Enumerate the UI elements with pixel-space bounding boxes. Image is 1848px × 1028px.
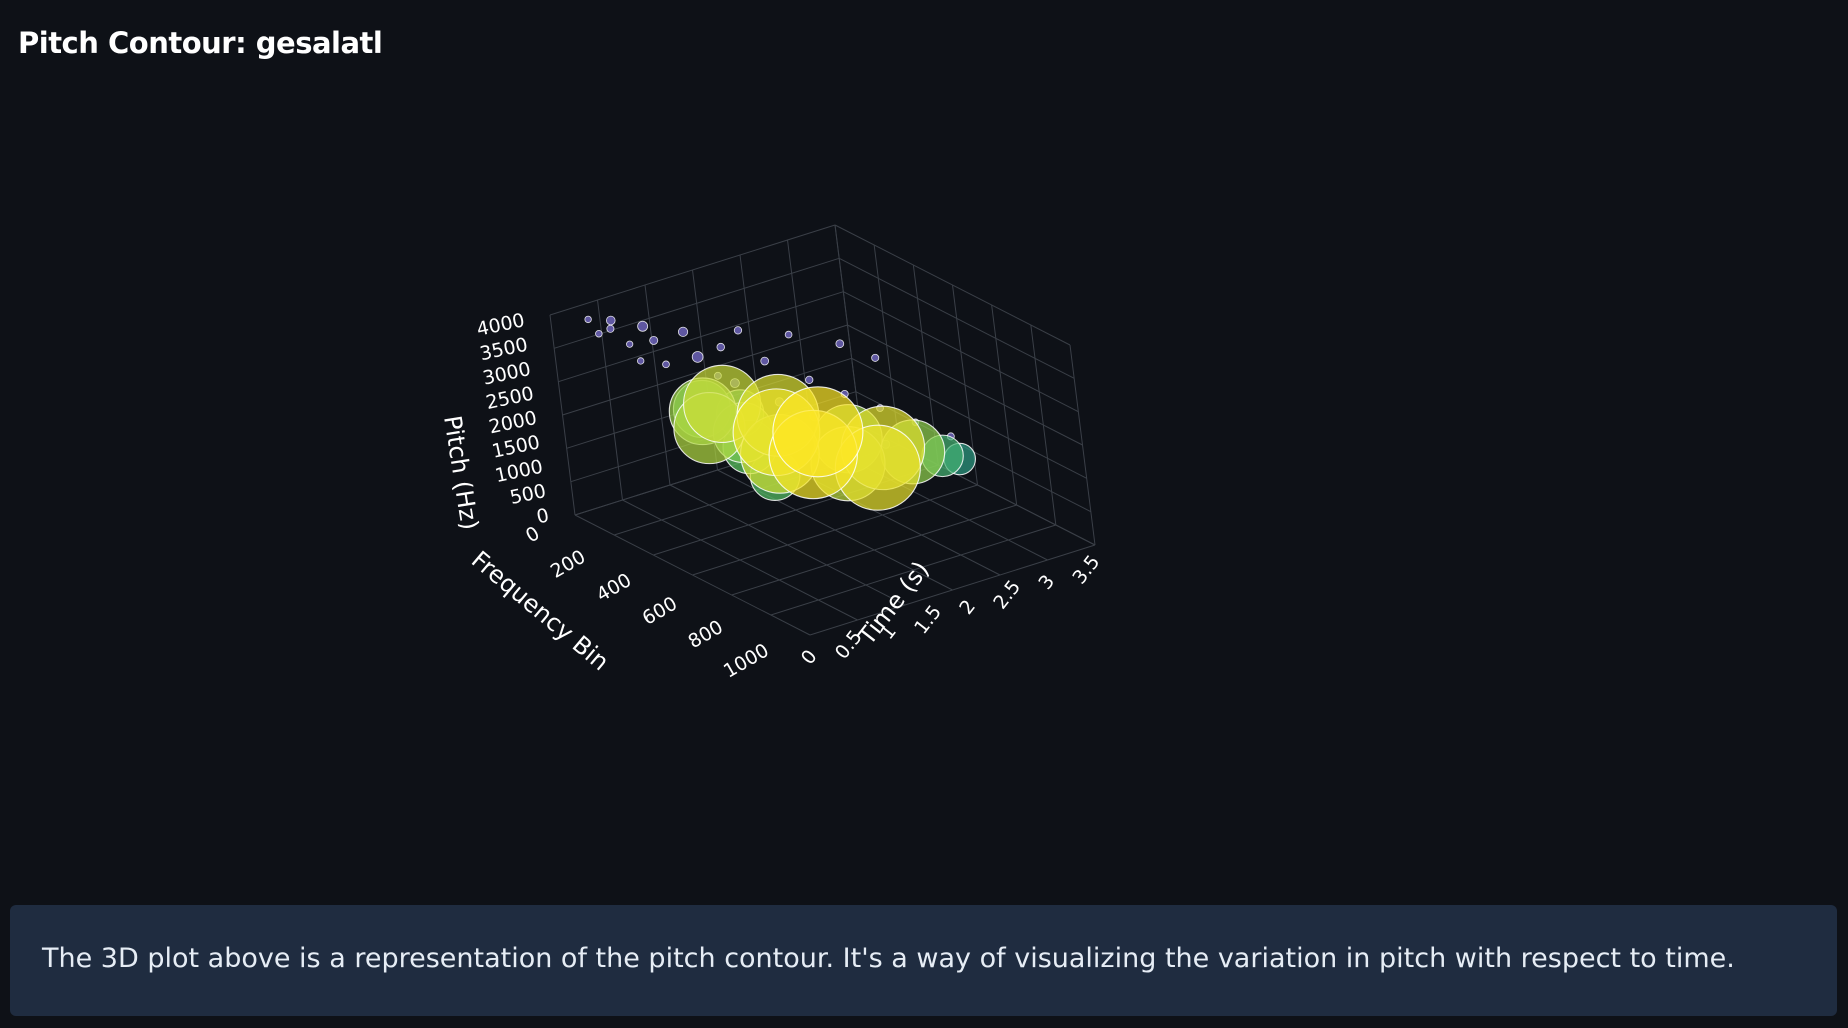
chart-container[interactable]: 0 200 400 600 800 1000 0 0.5 1 1.5 2 2.5 3 3.5 0 500 100… (0, 0, 1848, 900)
y-tick-label: 1.5 (910, 601, 946, 638)
data-point[interactable] (733, 326, 743, 335)
data-point[interactable] (772, 386, 864, 478)
data-point[interactable] (871, 353, 880, 362)
data-point[interactable] (637, 357, 645, 365)
y-tick-label: 2.5 (989, 576, 1025, 613)
grid-line-wall (834, 224, 1071, 346)
y-tick-label: 3 (1034, 571, 1059, 594)
data-point[interactable] (584, 315, 592, 324)
x-axis-label: Frequency Bin (466, 546, 614, 677)
x-tick-label: 1000 (720, 639, 773, 682)
data-point[interactable] (760, 356, 770, 366)
marker-layer (584, 315, 977, 511)
data-point[interactable] (637, 320, 649, 332)
data-point[interactable] (835, 339, 845, 349)
grid-line-floor (731, 504, 1017, 596)
grid-line-wall (1030, 324, 1057, 526)
grid-line-wall (843, 291, 1079, 413)
info-box: The 3D plot above is a representation of… (10, 905, 1837, 1016)
grid-line-floor (809, 544, 1096, 636)
x-tick-label: 200 (547, 546, 589, 583)
y-tick-label: 0 (797, 646, 822, 669)
data-point[interactable] (691, 351, 704, 363)
z-tick-label: 0 (535, 504, 551, 528)
info-text: The 3D plot above is a representation of… (42, 943, 1735, 974)
x-tick-label: 600 (639, 593, 681, 630)
y-tick-label: 3.5 (1068, 551, 1104, 588)
page-title: Pitch Contour: gesalatl (18, 26, 383, 60)
x-tick-label: 400 (593, 569, 635, 606)
x-tick-label: 800 (685, 616, 727, 653)
data-point[interactable] (677, 326, 689, 337)
grid-line-wall (838, 257, 1075, 379)
data-point[interactable] (662, 360, 670, 369)
y-tick-label: 2 (955, 596, 980, 619)
grid-line-wall (549, 224, 836, 316)
grid-line-wall (1069, 344, 1096, 546)
data-point[interactable] (606, 324, 615, 333)
data-point[interactable] (595, 329, 603, 338)
z-axis-label: Pitch (Hz) (438, 414, 484, 532)
grid-line-wall (834, 224, 861, 426)
data-point[interactable] (626, 340, 634, 348)
data-point[interactable] (784, 330, 793, 339)
data-point[interactable] (805, 375, 814, 384)
data-point[interactable] (649, 335, 659, 345)
grid-line-wall (991, 304, 1018, 506)
data-point[interactable] (716, 342, 725, 352)
data-point[interactable] (606, 315, 616, 326)
